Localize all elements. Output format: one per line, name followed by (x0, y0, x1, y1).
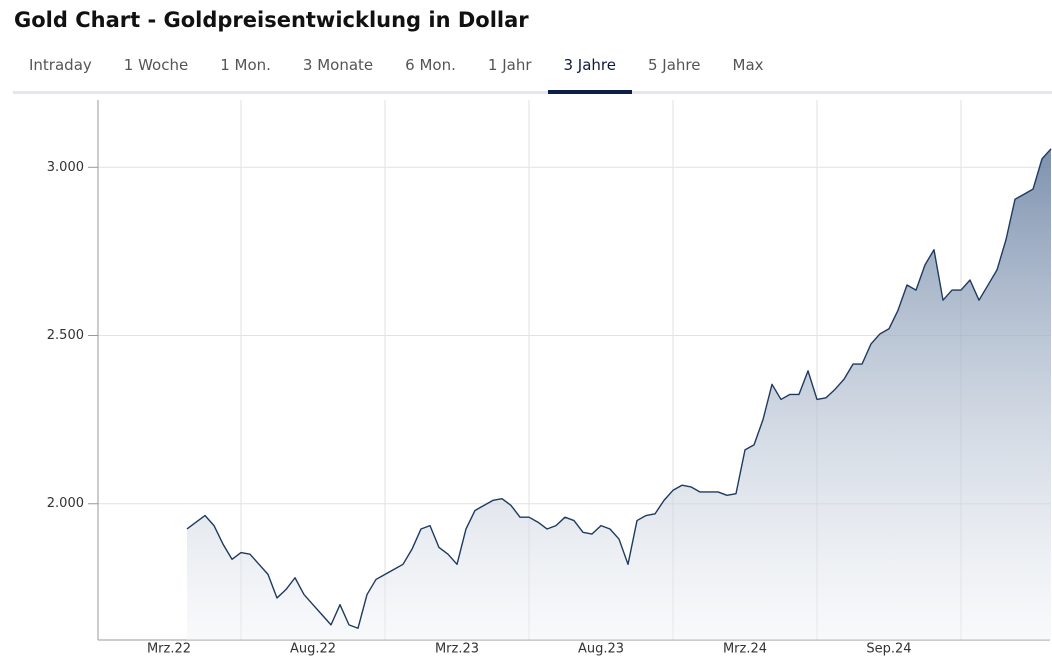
tab[interactable]: 3 Monate (302, 56, 374, 74)
tab[interactable]: 1 Mon. (220, 56, 271, 74)
y-tick-label: 2.500 (47, 328, 84, 343)
tab[interactable]: 3 Jahre (547, 50, 633, 94)
x-tick-label: Aug.23 (578, 642, 624, 657)
tab[interactable]: 6 Mon. (405, 56, 456, 74)
x-tick-label: Mrz.24 (723, 642, 767, 657)
area-fill (187, 148, 1051, 641)
tab[interactable]: Intraday (29, 56, 92, 74)
x-tick-label: Aug.22 (290, 642, 336, 657)
chart-title: Gold Chart - Goldpreisentwicklung in Dol… (14, 8, 529, 32)
tab[interactable]: 5 Jahre (648, 56, 701, 74)
tab-bar: Intraday 1 Woche 1 Mon. 3 Monate 6 Mon. 1 Jah… (13, 50, 1052, 94)
x-tick-label: Sep.24 (866, 642, 911, 657)
y-tick-label: 2.000 (47, 496, 84, 511)
x-tick-label: Mrz.23 (435, 642, 479, 657)
tab[interactable]: Max (732, 56, 764, 74)
tab[interactable]: 1 Jahr (487, 56, 532, 74)
x-tick-label: Mrz.22 (147, 642, 191, 657)
tab[interactable]: 1 Woche (123, 56, 189, 74)
line (186, 148, 1052, 629)
y-tick-label: 3.000 (47, 160, 84, 175)
